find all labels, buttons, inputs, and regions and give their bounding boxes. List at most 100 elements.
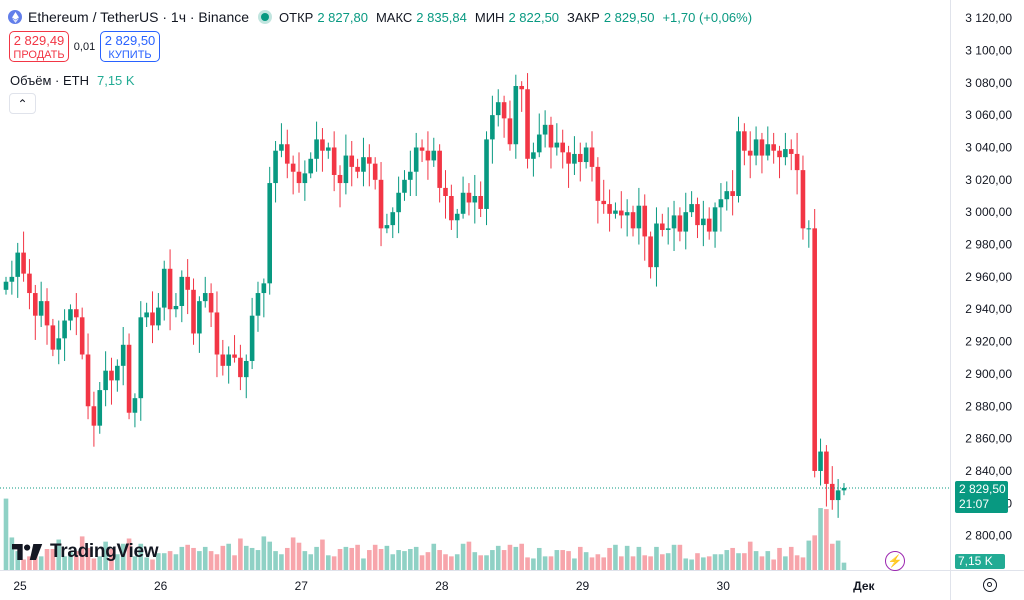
volume-bar <box>97 556 103 570</box>
candle-body <box>243 360 249 378</box>
ohlc-high: МАКС 2 835,84 <box>375 9 467 25</box>
candle-body <box>326 147 331 151</box>
volume-bar <box>607 547 612 570</box>
candle-body <box>27 273 32 294</box>
candle-body <box>378 179 384 229</box>
candle-body <box>548 124 554 148</box>
candle-body <box>355 166 360 172</box>
volume-bar <box>724 550 730 570</box>
candle-body <box>138 317 144 399</box>
candle-body <box>226 354 231 366</box>
collapse-legend-button[interactable]: ⌃ <box>9 93 36 114</box>
candle-body <box>449 196 454 221</box>
volume-bar <box>120 543 126 570</box>
candle-body <box>191 289 196 334</box>
volume-bar <box>636 546 642 570</box>
volume-bar <box>712 554 718 570</box>
candle-body <box>829 483 835 501</box>
volume-bar <box>624 545 630 570</box>
chart-legend: Ethereum / TetherUS · 1ч · Binance ОТКР 2… <box>8 8 752 26</box>
volume-bar <box>818 508 823 570</box>
candle-body <box>454 213 460 221</box>
candle-body <box>671 215 677 229</box>
candle-body <box>62 320 67 339</box>
candle-body <box>261 283 267 294</box>
candle-body <box>554 142 560 148</box>
settings-icon[interactable] <box>983 578 997 592</box>
candle-body <box>484 139 489 209</box>
buy-button[interactable]: 2 829,50 КУПИТЬ <box>100 31 160 62</box>
candle-body <box>320 139 325 151</box>
candle-body <box>642 205 648 237</box>
candle-body <box>572 153 577 164</box>
candle-body <box>759 139 765 156</box>
candle-body <box>372 163 378 180</box>
candle-body <box>150 312 155 326</box>
candle-body <box>179 276 185 306</box>
candle-body <box>202 293 208 302</box>
candle-body <box>753 139 759 156</box>
candle-body <box>132 398 138 413</box>
volume-bar <box>589 557 595 570</box>
chevron-up-icon: ⌃ <box>17 96 28 111</box>
candle-body <box>21 252 26 274</box>
candle-body <box>724 191 730 200</box>
volume-bar <box>660 554 665 570</box>
volume-bar <box>495 545 501 570</box>
candle-body <box>490 115 495 140</box>
volume-legend[interactable]: Объём · ETH 7,15 K <box>10 73 135 88</box>
candle-body <box>349 155 355 167</box>
ohlc-close: ЗАКР 2 829,50 <box>567 9 655 25</box>
volume-bar <box>654 546 659 570</box>
volume-bar <box>437 550 442 570</box>
volume-bar <box>536 547 542 570</box>
candle-body <box>214 312 220 355</box>
candle-body <box>343 155 349 184</box>
volume-bar <box>759 556 765 570</box>
candle-body <box>788 149 794 154</box>
volume-bar <box>572 558 577 570</box>
candle-body <box>636 205 642 229</box>
volume-bar <box>642 555 648 570</box>
candle-body <box>695 204 700 226</box>
volume-bar <box>449 556 454 570</box>
y-tick-label: 3 100,00 <box>965 43 1012 57</box>
volume-bar <box>361 558 366 570</box>
volume-bar <box>554 550 560 570</box>
candle-body <box>747 150 753 156</box>
trade-panel: 2 829,49 ПРОДАТЬ 0,01 2 829,50 КУПИТЬ <box>9 31 160 62</box>
x-tick-label: 28 <box>435 579 449 593</box>
x-tick-label: 29 <box>576 579 590 593</box>
volume-bar <box>296 542 302 570</box>
volume-bar <box>548 556 554 570</box>
volume-bar <box>806 540 812 570</box>
volume-bar <box>396 550 401 570</box>
volume-bar <box>718 554 724 570</box>
volume-bar <box>138 543 144 570</box>
candle-body <box>396 192 401 213</box>
volume-bar <box>290 537 296 570</box>
candle-body <box>44 301 50 326</box>
last-price-label: 2 829,50 21:07 <box>955 481 1008 513</box>
candle-body <box>337 174 343 184</box>
symbol-title[interactable]: Ethereum / TetherUS · 1ч · Binance <box>28 9 250 25</box>
y-tick-label: 2 940,00 <box>965 302 1012 316</box>
candle-body <box>501 102 507 119</box>
candle-body <box>390 212 396 226</box>
candle-body <box>531 152 536 159</box>
lightning-icon[interactable]: ⚡ <box>885 551 905 571</box>
x-tick-label: Дек <box>853 579 875 593</box>
price-change: +1,70 (+0,06%) <box>662 9 753 25</box>
candle-body <box>308 158 314 174</box>
candle-body <box>9 276 15 282</box>
candle-body <box>238 357 243 378</box>
candle-body <box>577 153 583 163</box>
sell-button[interactable]: 2 829,49 ПРОДАТЬ <box>9 31 69 62</box>
tradingview-logo[interactable]: TradingView <box>12 541 159 563</box>
candle-body <box>185 276 190 290</box>
candle-body <box>167 268 173 310</box>
candle-body <box>466 192 472 203</box>
candle-body <box>296 171 302 184</box>
candle-body <box>519 86 524 90</box>
